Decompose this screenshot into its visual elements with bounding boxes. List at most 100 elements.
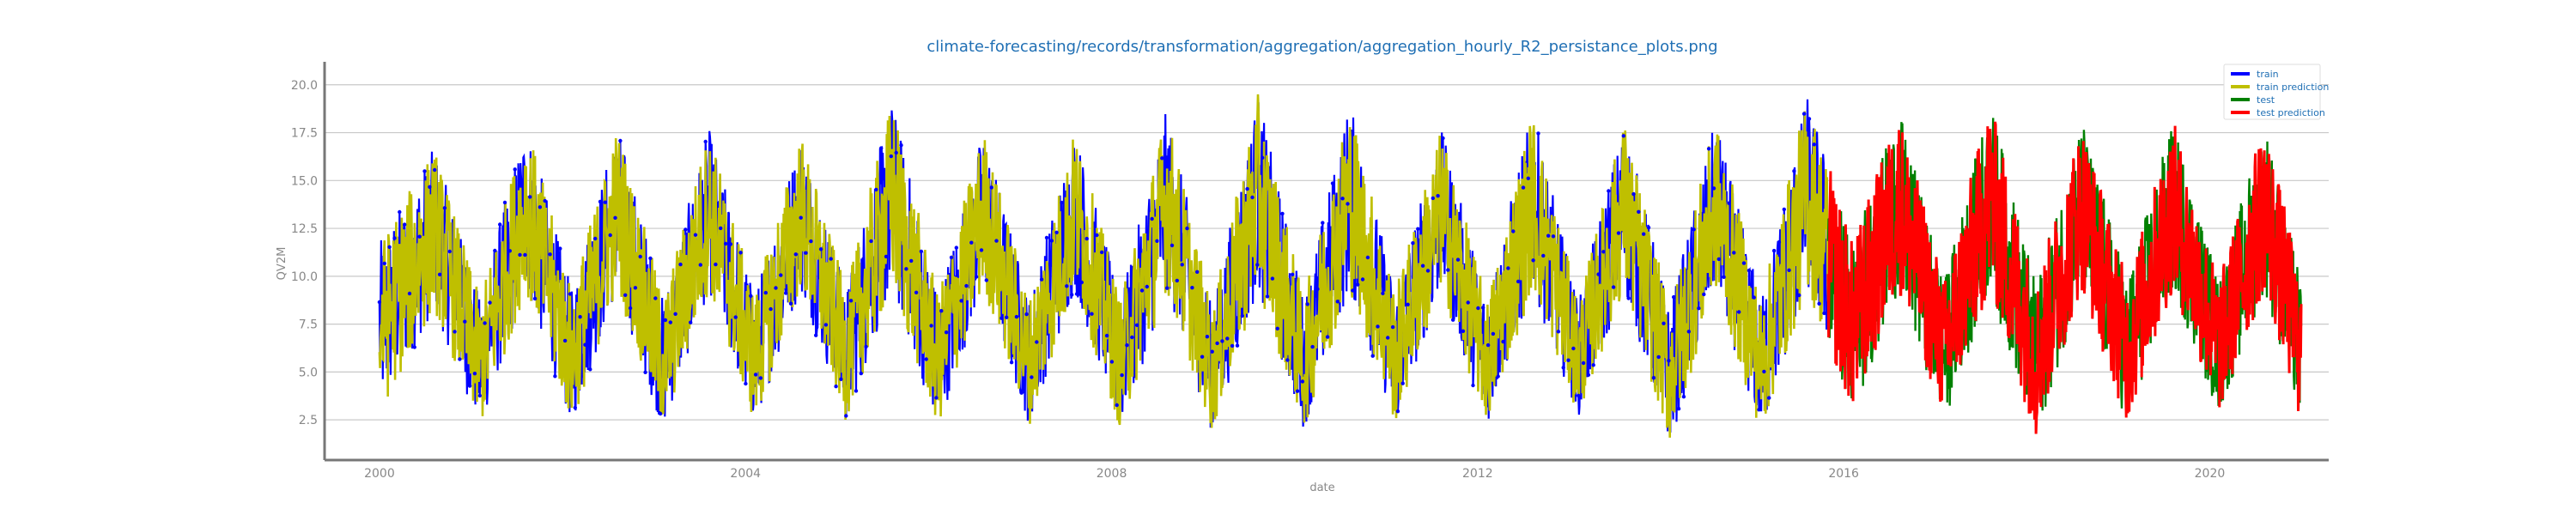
train-point xyxy=(1225,336,1230,341)
train-point xyxy=(628,306,633,311)
train-point xyxy=(1425,269,1431,273)
train-point xyxy=(1240,313,1245,318)
train-point xyxy=(1466,300,1470,305)
train-point xyxy=(1084,236,1089,241)
train-point xyxy=(1511,229,1516,233)
train-point xyxy=(1611,285,1616,289)
train-point xyxy=(1014,314,1019,319)
train-point xyxy=(714,262,718,267)
train-point xyxy=(1686,330,1692,334)
train-point xyxy=(954,245,959,250)
train-point xyxy=(753,373,758,377)
train-point xyxy=(1481,306,1485,310)
train-point xyxy=(1667,359,1671,363)
train-point xyxy=(1074,292,1079,296)
x-axis-ticks: 2000 2004 2008 2012 2016 2020 xyxy=(364,467,2225,481)
train-point xyxy=(1039,277,1044,282)
train-point xyxy=(387,245,392,249)
train-point xyxy=(1400,381,1405,385)
train-point xyxy=(1200,354,1205,359)
train-point xyxy=(483,321,487,325)
train-point xyxy=(698,263,702,267)
x-tick-label: 2012 xyxy=(1462,467,1493,481)
train-point xyxy=(1551,234,1556,239)
train-point xyxy=(1180,263,1184,267)
train-point xyxy=(1741,261,1747,265)
train-point xyxy=(1005,315,1009,319)
train-point xyxy=(1501,339,1505,344)
train-point xyxy=(1797,293,1801,298)
train-point xyxy=(728,242,733,246)
train-point xyxy=(1616,231,1621,235)
train-point xyxy=(398,209,402,215)
y-tick-label: 17.5 xyxy=(291,127,318,141)
train-point xyxy=(919,249,924,254)
train-point xyxy=(1044,235,1049,240)
train-point xyxy=(914,290,919,294)
train-point xyxy=(568,292,573,296)
train-point xyxy=(1370,354,1375,358)
y-tick-label: 15.0 xyxy=(291,174,318,188)
train-point xyxy=(1365,255,1370,260)
x-axis-label: date xyxy=(1309,482,1334,494)
y-axis-label: QV2M xyxy=(276,247,289,281)
train-point xyxy=(869,239,873,244)
train-point xyxy=(1642,232,1646,236)
train-point xyxy=(583,342,587,347)
train-point xyxy=(1455,258,1461,262)
train-point xyxy=(979,248,984,252)
train-point xyxy=(1506,266,1510,270)
train-point xyxy=(412,345,416,349)
train-point xyxy=(1621,134,1626,138)
train-point xyxy=(1285,358,1290,362)
train-point xyxy=(769,306,773,312)
train-point xyxy=(377,300,382,305)
train-point xyxy=(1646,225,1651,230)
train-point xyxy=(1485,342,1491,348)
train-point xyxy=(407,291,412,296)
train-point xyxy=(1130,335,1134,340)
train-point xyxy=(894,150,898,155)
train-point xyxy=(433,167,437,173)
train-point xyxy=(1035,340,1039,344)
train-point xyxy=(1461,329,1466,333)
train-point xyxy=(1436,194,1440,198)
series-train-prediction xyxy=(378,94,1830,438)
train-point xyxy=(1104,333,1109,338)
train-point xyxy=(493,248,497,253)
x-tick-label: 2000 xyxy=(364,467,395,481)
train-point xyxy=(1777,239,1782,245)
train-point xyxy=(788,301,793,306)
train-point xyxy=(1095,233,1099,238)
train-point xyxy=(1305,302,1309,306)
train-point xyxy=(929,324,933,328)
train-point xyxy=(1265,294,1270,299)
train-point xyxy=(1692,227,1696,232)
train-point xyxy=(1752,295,1756,300)
y-tick-label: 5.0 xyxy=(299,366,318,379)
train-point xyxy=(1782,207,1786,212)
train-point xyxy=(939,309,944,313)
train-point xyxy=(1145,284,1150,289)
train-point xyxy=(864,344,868,349)
train-point xyxy=(1280,211,1285,216)
train-point xyxy=(1446,268,1450,272)
train-point xyxy=(779,273,783,277)
train-point xyxy=(733,315,738,319)
train-point xyxy=(889,154,894,159)
train-point xyxy=(673,312,677,316)
legend-box xyxy=(2223,64,2321,120)
train-point xyxy=(458,357,462,361)
train-point xyxy=(422,169,427,173)
train-point xyxy=(498,222,502,227)
train-point xyxy=(668,320,672,324)
train-point xyxy=(1586,373,1591,377)
train-point xyxy=(1115,403,1119,408)
train-point xyxy=(703,139,708,144)
train-point xyxy=(507,249,512,253)
series-test-prediction xyxy=(1826,121,2303,434)
train-point xyxy=(1676,407,1681,411)
train-point xyxy=(1235,343,1240,348)
train-point xyxy=(1291,272,1295,276)
